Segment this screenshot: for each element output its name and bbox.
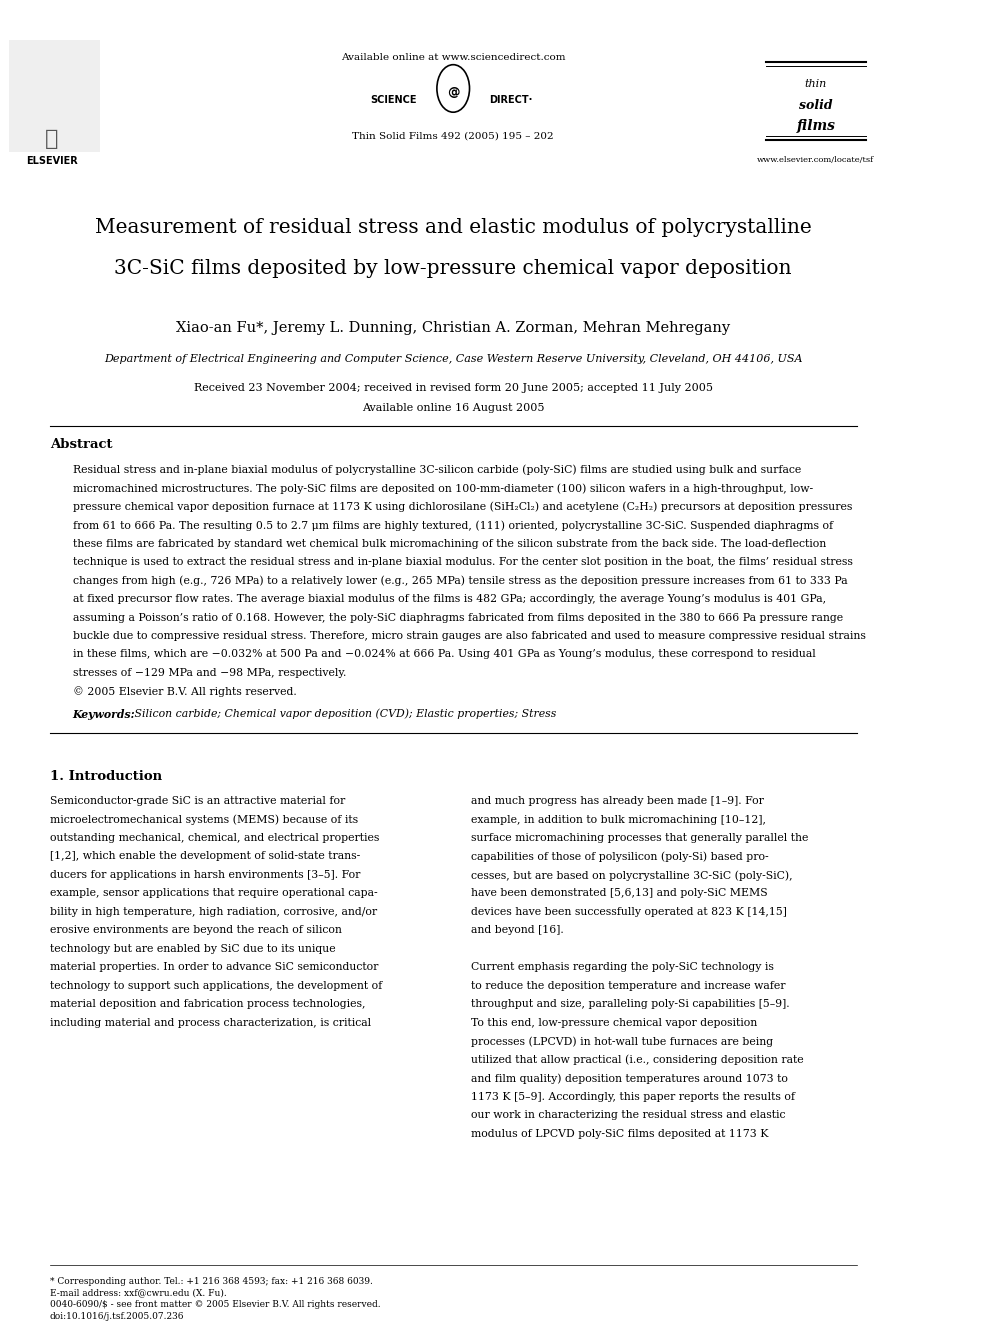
Text: Thin Solid Films 492 (2005) 195 – 202: Thin Solid Films 492 (2005) 195 – 202	[352, 132, 554, 142]
Text: stresses of −129 MPa and −98 MPa, respectively.: stresses of −129 MPa and −98 MPa, respec…	[72, 668, 346, 677]
Text: these films are fabricated by standard wet chemical bulk micromachining of the s: these films are fabricated by standard w…	[72, 538, 825, 549]
Text: * Corresponding author. Tel.: +1 216 368 4593; fax: +1 216 368 6039.: * Corresponding author. Tel.: +1 216 368…	[50, 1277, 373, 1286]
Text: cesses, but are based on polycrystalline 3C-SiC (poly-SiC),: cesses, but are based on polycrystalline…	[471, 871, 793, 881]
Text: technology to support such applications, the development of: technology to support such applications,…	[50, 980, 382, 991]
Text: thin: thin	[805, 79, 827, 89]
Text: erosive environments are beyond the reach of silicon: erosive environments are beyond the reac…	[50, 925, 341, 935]
FancyBboxPatch shape	[9, 40, 100, 152]
Text: material deposition and fabrication process technologies,: material deposition and fabrication proc…	[50, 999, 365, 1009]
Text: ducers for applications in harsh environments [3–5]. For: ducers for applications in harsh environ…	[50, 871, 360, 880]
Text: Semiconductor-grade SiC is an attractive material for: Semiconductor-grade SiC is an attractive…	[50, 796, 345, 806]
Text: material properties. In order to advance SiC semiconductor: material properties. In order to advance…	[50, 962, 378, 972]
Text: ELSEVIER: ELSEVIER	[26, 156, 77, 165]
Text: from 61 to 666 Pa. The resulting 0.5 to 2.7 μm films are highly textured, (111) : from 61 to 666 Pa. The resulting 0.5 to …	[72, 520, 832, 531]
Text: example, sensor applications that require operational capa-: example, sensor applications that requir…	[50, 889, 378, 898]
Text: surface micromachining processes that generally parallel the: surface micromachining processes that ge…	[471, 833, 808, 843]
Text: throughput and size, paralleling poly-Si capabilities [5–9].: throughput and size, paralleling poly-Si…	[471, 999, 790, 1009]
Text: [1,2], which enable the development of solid-state trans-: [1,2], which enable the development of s…	[50, 852, 360, 861]
Text: modulus of LPCVD poly-SiC films deposited at 1173 K: modulus of LPCVD poly-SiC films deposite…	[471, 1129, 769, 1139]
Text: microelectromechanical systems (MEMS) because of its: microelectromechanical systems (MEMS) be…	[50, 815, 358, 826]
Text: Available online 16 August 2005: Available online 16 August 2005	[362, 402, 545, 413]
Text: Silicon carbide; Chemical vapor deposition (CVD); Elastic properties; Stress: Silicon carbide; Chemical vapor depositi…	[131, 709, 557, 720]
Text: technology but are enabled by SiC due to its unique: technology but are enabled by SiC due to…	[50, 943, 335, 954]
Text: to reduce the deposition temperature and increase wafer: to reduce the deposition temperature and…	[471, 980, 786, 991]
Text: and beyond [16].: and beyond [16].	[471, 925, 564, 935]
Text: utilized that allow practical (i.e., considering deposition rate: utilized that allow practical (i.e., con…	[471, 1054, 804, 1065]
Text: our work in characterizing the residual stress and elastic: our work in characterizing the residual …	[471, 1110, 786, 1121]
Text: changes from high (e.g., 726 MPa) to a relatively lower (e.g., 265 MPa) tensile : changes from high (e.g., 726 MPa) to a r…	[72, 576, 847, 586]
Text: in these films, which are −0.032% at 500 Pa and −0.024% at 666 Pa. Using 401 GPa: in these films, which are −0.032% at 500…	[72, 650, 815, 659]
Text: Available online at www.sciencedirect.com: Available online at www.sciencedirect.co…	[341, 53, 565, 62]
Text: Xiao-an Fu*, Jeremy L. Dunning, Christian A. Zorman, Mehran Mehregany: Xiao-an Fu*, Jeremy L. Dunning, Christia…	[177, 320, 730, 335]
Text: © 2005 Elsevier B.V. All rights reserved.: © 2005 Elsevier B.V. All rights reserved…	[72, 687, 297, 697]
Text: www.elsevier.com/locate/tsf: www.elsevier.com/locate/tsf	[757, 156, 874, 164]
Text: buckle due to compressive residual stress. Therefore, micro strain gauges are al: buckle due to compressive residual stres…	[72, 631, 865, 642]
Text: Received 23 November 2004; received in revised form 20 June 2005; accepted 11 Ju: Received 23 November 2004; received in r…	[193, 382, 712, 393]
Text: Abstract: Abstract	[50, 438, 112, 451]
Text: DIRECT·: DIRECT·	[489, 95, 533, 105]
Text: 0040-6090/$ - see front matter © 2005 Elsevier B.V. All rights reserved.: 0040-6090/$ - see front matter © 2005 El…	[50, 1301, 381, 1310]
Text: assuming a Poisson’s ratio of 0.168. However, the poly-SiC diaphragms fabricated: assuming a Poisson’s ratio of 0.168. How…	[72, 613, 842, 623]
Text: technique is used to extract the residual stress and in-plane biaxial modulus. F: technique is used to extract the residua…	[72, 557, 852, 568]
Text: Residual stress and in-plane biaxial modulus of polycrystalline 3C-silicon carbi: Residual stress and in-plane biaxial mod…	[72, 464, 801, 475]
Text: 1. Introduction: 1. Introduction	[50, 770, 162, 783]
Text: bility in high temperature, high radiation, corrosive, and/or: bility in high temperature, high radiati…	[50, 908, 377, 917]
Text: solid: solid	[799, 99, 832, 112]
Text: 3C-SiC films deposited by low-pressure chemical vapor deposition: 3C-SiC films deposited by low-pressure c…	[114, 259, 792, 278]
Text: outstanding mechanical, chemical, and electrical properties: outstanding mechanical, chemical, and el…	[50, 833, 379, 843]
Text: at fixed precursor flow rates. The average biaxial modulus of the films is 482 G: at fixed precursor flow rates. The avera…	[72, 594, 825, 605]
Text: Current emphasis regarding the poly-SiC technology is: Current emphasis regarding the poly-SiC …	[471, 962, 774, 972]
Text: E-mail address: xxf@cwru.edu (X. Fu).: E-mail address: xxf@cwru.edu (X. Fu).	[50, 1289, 226, 1298]
Text: and film quality) deposition temperatures around 1073 to: and film quality) deposition temperature…	[471, 1073, 789, 1084]
Text: processes (LPCVD) in hot-wall tube furnaces are being: processes (LPCVD) in hot-wall tube furna…	[471, 1036, 774, 1046]
Text: have been demonstrated [5,6,13] and poly-SiC MEMS: have been demonstrated [5,6,13] and poly…	[471, 889, 768, 898]
Text: devices have been successfully operated at 823 K [14,15]: devices have been successfully operated …	[471, 908, 788, 917]
Text: Keywords:: Keywords:	[72, 709, 135, 720]
Text: and much progress has already been made [1–9]. For: and much progress has already been made …	[471, 796, 764, 806]
Text: doi:10.1016/j.tsf.2005.07.236: doi:10.1016/j.tsf.2005.07.236	[50, 1312, 185, 1322]
Text: including material and process characterization, is critical: including material and process character…	[50, 1017, 371, 1028]
Text: Measurement of residual stress and elastic modulus of polycrystalline: Measurement of residual stress and elast…	[95, 218, 811, 237]
Text: 1173 K [5–9]. Accordingly, this paper reports the results of: 1173 K [5–9]. Accordingly, this paper re…	[471, 1091, 796, 1102]
Text: @: @	[447, 86, 459, 99]
Text: 🌳: 🌳	[45, 130, 59, 149]
Text: Department of Electrical Engineering and Computer Science, Case Western Reserve : Department of Electrical Engineering and…	[104, 353, 803, 364]
Text: example, in addition to bulk micromachining [10–12],: example, in addition to bulk micromachin…	[471, 815, 767, 824]
Text: To this end, low-pressure chemical vapor deposition: To this end, low-pressure chemical vapor…	[471, 1017, 758, 1028]
Text: micromachined microstructures. The poly-SiC films are deposited on 100-mm-diamet: micromachined microstructures. The poly-…	[72, 483, 812, 493]
Text: pressure chemical vapor deposition furnace at 1173 K using dichlorosilane (SiH₂C: pressure chemical vapor deposition furna…	[72, 501, 852, 512]
Text: capabilities of those of polysilicon (poly-Si) based pro-: capabilities of those of polysilicon (po…	[471, 852, 769, 863]
Text: films: films	[797, 119, 835, 132]
Text: SCIENCE: SCIENCE	[370, 95, 417, 105]
